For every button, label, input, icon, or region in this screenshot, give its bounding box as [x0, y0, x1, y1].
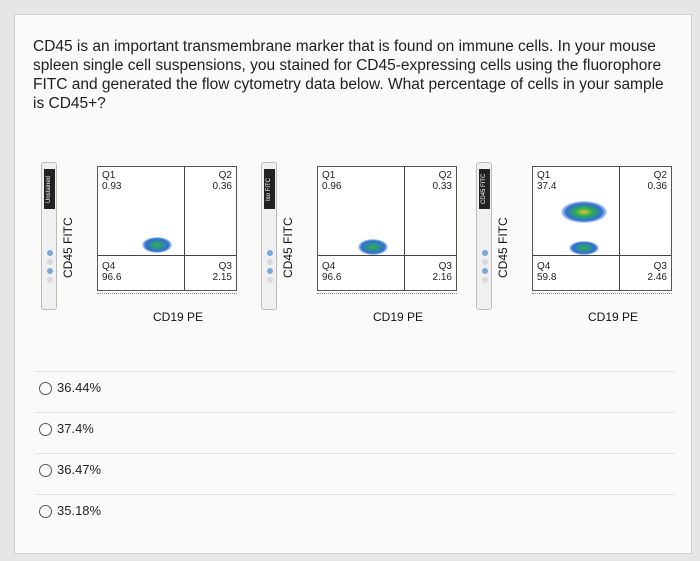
q4-value: 96.6 — [322, 272, 342, 283]
sample-strip: Iso FITC — [261, 162, 277, 310]
option-4[interactable]: 35.18% — [35, 494, 675, 535]
option-1[interactable]: 36.44% — [35, 371, 675, 412]
option-label[interactable]: 36.47% — [57, 462, 102, 477]
y-axis-label: CD45 FITC — [281, 217, 295, 279]
radio-button[interactable] — [39, 505, 52, 518]
dot-plot: Q1 0.96 Q2 0.33 Q4 96.6 Q3 2.16 — [317, 166, 457, 291]
y-axis-label: CD45 FITC — [61, 217, 75, 279]
option-3[interactable]: 36.47% — [35, 453, 675, 494]
q2-value: 0.33 — [432, 181, 452, 192]
q1-label: Q1 — [102, 170, 116, 181]
q4-label: Q4 — [537, 261, 551, 272]
q2-label: Q2 — [653, 170, 667, 181]
q3-label: Q3 — [653, 261, 667, 272]
q1-label: Q1 — [322, 170, 336, 181]
cell-cluster-upper — [561, 201, 607, 223]
radio-button[interactable] — [39, 382, 52, 395]
q1-value: 37.4 — [537, 181, 557, 192]
option-2[interactable]: 37.4% — [35, 412, 675, 453]
question-text: CD45 is an important transmembrane marke… — [33, 38, 664, 112]
answer-options: 36.44% 37.4% 36.47% 35.18% — [35, 371, 675, 535]
radio-button[interactable] — [39, 423, 52, 436]
x-axis-label: CD19 PE — [373, 310, 424, 324]
strip-label: Unstained — [44, 169, 55, 209]
q2-value: 0.36 — [212, 181, 232, 192]
q4-label: Q4 — [322, 261, 336, 272]
q3-value: 2.15 — [212, 272, 232, 283]
x-axis-label: CD19 PE — [588, 310, 639, 324]
strip-label: CD45 FITC — [479, 169, 490, 209]
flow-cytometry-figure: Unstained CD45 FITC Q1 0.93 Q2 0.36 Q4 96.6… — [41, 158, 681, 343]
sample-strip: CD45 FITC — [476, 162, 492, 310]
panel-iso-fitc: Iso FITC CD45 FITC Q1 0.96 Q2 0.33 Q4 96.6 … — [261, 158, 466, 343]
q2-value: 0.36 — [647, 181, 667, 192]
q3-value: 2.46 — [647, 272, 667, 283]
q3-label: Q3 — [218, 261, 232, 272]
q4-value: 96.6 — [102, 272, 122, 283]
cell-cluster — [142, 237, 172, 253]
option-label[interactable]: 36.44% — [57, 380, 102, 395]
q1-value: 0.96 — [322, 181, 342, 192]
q4-value: 59.8 — [537, 272, 557, 283]
cell-cluster-lower — [569, 241, 599, 255]
question-card: CD45 is an important transmembrane marke… — [14, 14, 692, 554]
q1-label: Q1 — [537, 170, 551, 181]
y-axis-label: CD45 FITC — [496, 217, 510, 279]
dot-plot: Q1 37.4 Q2 0.36 Q4 59.8 Q3 2.46 — [532, 166, 672, 291]
option-label[interactable]: 35.18% — [57, 503, 102, 518]
panel-unstained: Unstained CD45 FITC Q1 0.93 Q2 0.36 Q4 96.6… — [41, 158, 246, 343]
q1-value: 0.93 — [102, 181, 122, 192]
cell-cluster — [358, 239, 388, 255]
panel-cd45-fitc: CD45 FITC CD45 FITC Q1 37.4 Q2 0.36 Q4 59.8… — [476, 158, 681, 343]
q3-label: Q3 — [438, 261, 452, 272]
q4-label: Q4 — [102, 261, 116, 272]
dot-plot: Q1 0.93 Q2 0.36 Q4 96.6 Q3 2.15 — [97, 166, 237, 291]
radio-button[interactable] — [39, 464, 52, 477]
q2-label: Q2 — [218, 170, 232, 181]
sample-strip: Unstained — [41, 162, 57, 310]
x-axis-label: CD19 PE — [153, 310, 204, 324]
strip-label: Iso FITC — [264, 169, 275, 209]
q3-value: 2.16 — [432, 272, 452, 283]
option-label[interactable]: 37.4% — [57, 421, 94, 436]
q2-label: Q2 — [438, 170, 452, 181]
